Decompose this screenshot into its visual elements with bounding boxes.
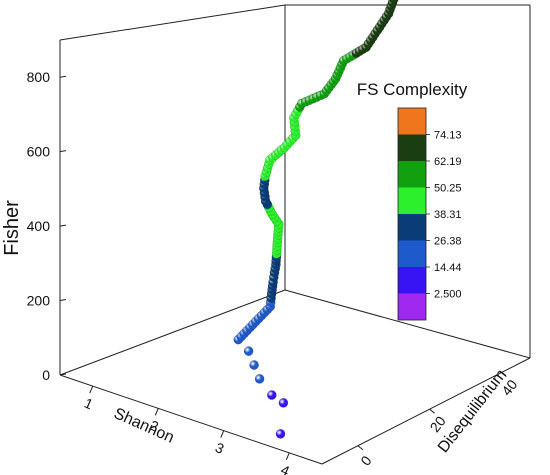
legend-color-band [398,161,426,188]
chart-frame [59,4,531,465]
fisher-tick-label: 0 [42,367,50,383]
data-point [243,346,254,356]
shannon-tick-mark [220,430,225,438]
shannon-axis-line [59,374,323,465]
legend-label: 2.500 [434,289,462,301]
back-left-floor-edge [59,289,286,376]
fisher-axis: 0 200 400 600 800 [27,69,67,383]
shannon-tick-label: 3 [213,439,227,457]
disequilibrium-tick-mark [357,445,364,451]
fisher-tick-label: 600 [27,144,51,160]
shannon-tick-mark [89,385,94,394]
data-point [278,398,289,408]
legend-color-band [398,267,426,294]
fisher-tick-label: 400 [27,218,51,234]
legend-color-band [398,134,426,161]
legend-color-band [398,240,426,267]
fisher-tick-mark [59,373,67,376]
color-legend: FS Complexity 74.13 62.19 50.25 38.31 26.38 1… [357,80,468,321]
fisher-tick-label: 200 [27,293,51,309]
disequilibrium-axis-line [321,357,531,465]
fisher-axis-title: Fisher [1,200,23,256]
legend-color-band [398,187,426,214]
fisher-tick-mark [59,224,67,227]
legend-color-band [398,214,426,241]
disequilibrium-tick-mark [429,408,435,414]
legend-label: 50.25 [434,183,462,195]
back-left-top-edge [59,4,286,41]
fisher-tick-mark [59,299,67,302]
data-point [275,429,286,439]
disequilibrium-tick-mark [500,372,507,378]
fisher-tick-label: 800 [27,69,51,85]
legend-label: 14.44 [434,262,462,274]
shannon-tick-mark [154,408,159,416]
legend-label: 26.38 [434,236,462,248]
data-point [389,0,399,4]
legend-title: FS Complexity [357,80,468,99]
shannon-tick-label: 1 [82,395,96,413]
disequilibrium-axis-title: Disequilibrium [435,366,510,456]
fisher-tick-mark [59,75,67,78]
data-point [254,374,265,384]
legend-label: 74.13 [434,130,462,142]
disequilibrium-tick-label: 0 [357,452,375,468]
shannon-tick-mark [285,452,290,461]
data-points [233,0,399,439]
legend-label: 38.31 [434,209,462,221]
data-point [249,360,259,370]
shannon-tick-label: 4 [278,461,292,475]
fisher-tick-mark [59,150,67,153]
legend-color-band [398,293,426,320]
back-right-floor-edge [284,289,531,359]
legend-label: 62.19 [434,156,462,168]
data-point [266,390,277,400]
legend-color-band [398,108,426,135]
